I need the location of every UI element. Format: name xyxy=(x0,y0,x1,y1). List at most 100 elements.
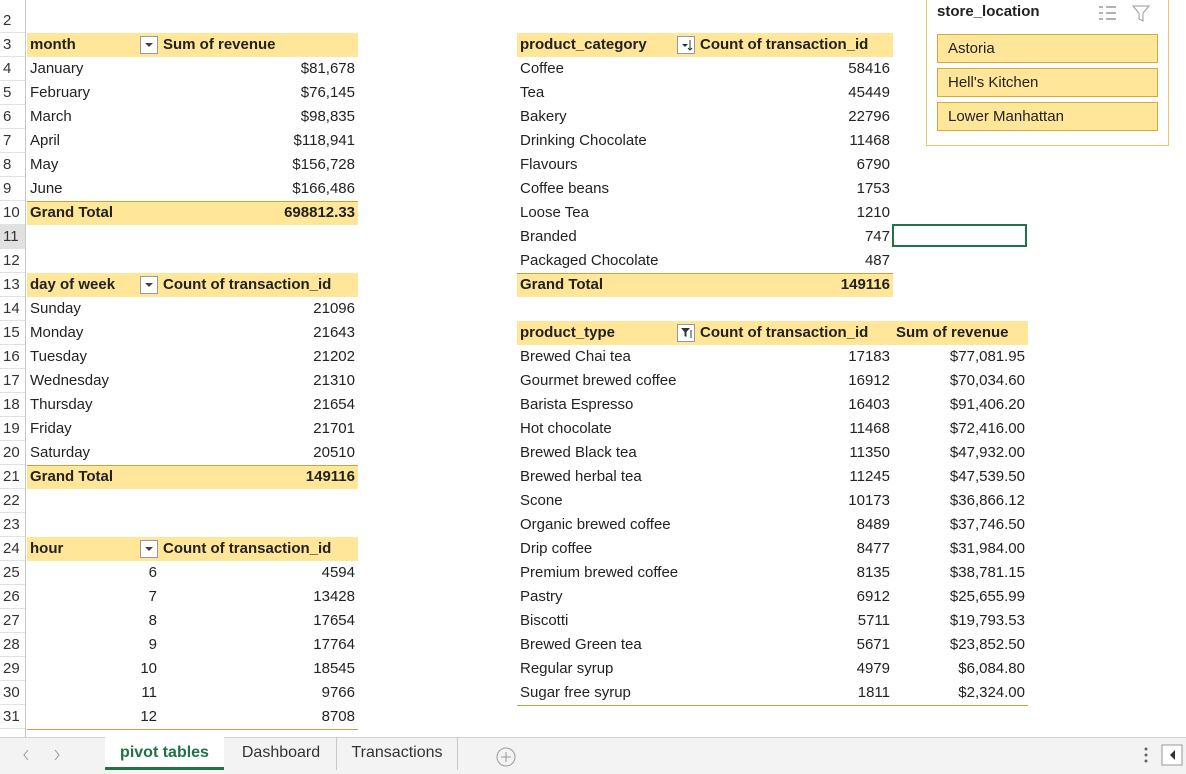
table-cell: $2,324.00 xyxy=(958,684,1025,701)
row-header-column xyxy=(25,0,26,737)
table-cell: Loose Tea xyxy=(520,204,589,221)
table-cell: May xyxy=(30,156,59,173)
table-header-cell: hour xyxy=(30,540,64,557)
table-cell: Sugar free syrup xyxy=(520,684,631,701)
table-cell: Tuesday xyxy=(30,348,87,365)
table-cell: 4979 xyxy=(856,660,890,677)
table-header-cell: Sum of revenue xyxy=(163,36,276,53)
table-cell: Monday xyxy=(30,324,84,341)
table-cell: 22796 xyxy=(848,108,890,125)
table-header-cell: Grand Total xyxy=(30,468,114,485)
sheet-tab[interactable]: Transactions xyxy=(337,737,458,770)
table-cell: 9766 xyxy=(321,684,355,701)
row-number: 20 xyxy=(0,441,25,465)
table-cell: 5671 xyxy=(856,636,890,653)
table-cell: Regular syrup xyxy=(520,660,614,677)
table-cell: 58416 xyxy=(848,60,890,77)
table-cell: $91,406.20 xyxy=(949,396,1025,413)
add-sheet[interactable] xyxy=(494,745,518,769)
table-fill xyxy=(517,33,893,57)
row-number: 23 xyxy=(0,513,25,537)
table-cell: January xyxy=(30,60,84,77)
sheet-tab[interactable]: pivot tables xyxy=(105,737,224,770)
table-cell: Scone xyxy=(520,492,563,509)
slicer-item[interactable]: Astoria xyxy=(937,34,1158,63)
table-cell: Brewed Black tea xyxy=(520,444,637,461)
row-number: 12 xyxy=(0,249,25,273)
table-cell: 18545 xyxy=(313,660,355,677)
row-number: 7 xyxy=(0,129,25,153)
table-cell: $156,728 xyxy=(292,156,355,173)
table-fill xyxy=(27,465,358,489)
table-cell: Gourmet brewed coffee xyxy=(520,372,677,389)
slicer-item[interactable]: Hell's Kitchen xyxy=(937,68,1158,97)
row-number: 24 xyxy=(0,537,25,561)
table-cell: 5711 xyxy=(857,612,890,629)
table-cell: Brewed Chai tea xyxy=(520,348,631,365)
row-number: 8 xyxy=(0,153,25,177)
table-fill xyxy=(27,273,358,297)
row-number: 22 xyxy=(0,489,25,513)
table-cell: 10 xyxy=(140,660,157,677)
filter-button[interactable] xyxy=(140,540,158,558)
table-cell: Coffee beans xyxy=(520,180,609,197)
table-cell: Organic brewed coffee xyxy=(520,516,671,533)
table-header-cell: 149116 xyxy=(840,276,890,293)
filter-button[interactable] xyxy=(140,36,158,54)
slicer-icons[interactable] xyxy=(1095,1,1155,25)
table-cell: 45449 xyxy=(848,84,890,101)
filter-button[interactable] xyxy=(140,276,158,294)
table-cell: Sunday xyxy=(30,300,81,317)
table-cell: $118,941 xyxy=(293,132,355,149)
table-header-cell: Count of transaction_id xyxy=(163,540,332,557)
table-cell: 6912 xyxy=(856,588,890,605)
table-cell: Flavours xyxy=(520,156,578,173)
slicer-item[interactable]: Lower Manhattan xyxy=(937,102,1158,131)
total-border xyxy=(27,729,358,730)
table-cell: Pastry xyxy=(520,588,563,605)
row-number: 21 xyxy=(0,465,25,489)
table-cell: 21096 xyxy=(313,300,355,317)
table-cell: Premium brewed coffee xyxy=(520,564,679,581)
row-number: 30 xyxy=(0,681,25,705)
row-number: 26 xyxy=(0,585,25,609)
row-number: 9 xyxy=(0,177,25,201)
table-cell: Tea xyxy=(520,84,545,101)
table-cell: 4594 xyxy=(321,564,355,581)
table-cell: 21643 xyxy=(313,324,355,341)
row-number: 28 xyxy=(0,633,25,657)
selected-cell[interactable] xyxy=(892,224,1027,247)
table-cell: Wednesday xyxy=(30,372,109,389)
table-cell: 8489 xyxy=(856,516,890,533)
total-border xyxy=(517,705,1028,706)
row-number: 5 xyxy=(0,81,25,105)
table-fill xyxy=(27,33,358,57)
table-cell: 13428 xyxy=(313,588,355,605)
table-cell: 9 xyxy=(148,636,157,653)
table-cell: 21654 xyxy=(313,396,355,413)
sheet-tab[interactable]: Dashboard xyxy=(226,737,337,770)
row-number: 27 xyxy=(0,609,25,633)
table-cell: 20510 xyxy=(313,444,355,461)
table-cell: 17183 xyxy=(848,348,890,365)
table-cell: $23,852.50 xyxy=(949,636,1025,653)
filter-button[interactable] xyxy=(677,36,695,54)
table-cell: Hot chocolate xyxy=(520,420,612,437)
table-cell: $77,081.95 xyxy=(949,348,1025,365)
scroll-controls[interactable] xyxy=(1140,740,1186,770)
table-cell: $25,655.99 xyxy=(949,588,1025,605)
table-cell: $47,539.50 xyxy=(949,468,1025,485)
table-cell: 8708 xyxy=(321,708,355,725)
table-cell: Bakery xyxy=(520,108,567,125)
table-cell: 16403 xyxy=(848,396,890,413)
table-cell: Saturday xyxy=(30,444,91,461)
table-cell: 1210 xyxy=(856,204,890,221)
tab-nav[interactable] xyxy=(15,740,95,770)
table-cell: Coffee xyxy=(520,60,564,77)
table-cell: Packaged Chocolate xyxy=(520,252,659,269)
row-number: 6 xyxy=(0,105,25,129)
filter-button[interactable] xyxy=(677,324,695,342)
table-header-cell: 698812.33 xyxy=(284,204,355,221)
table-cell: 747 xyxy=(864,228,890,245)
